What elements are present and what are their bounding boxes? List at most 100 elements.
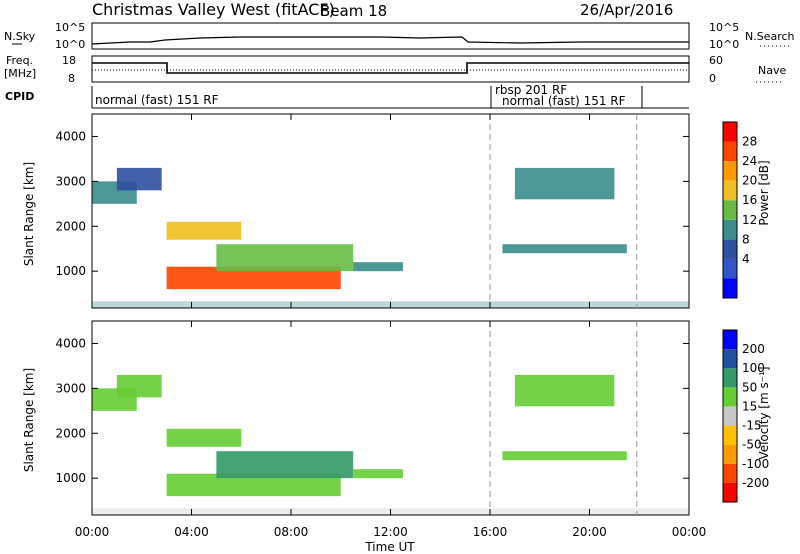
colorbar-segment (723, 141, 737, 162)
colorbar-segment (723, 463, 737, 483)
nsky-panel: N.Sky 10^5 10^0 10^5 10^0 N.Search (4, 21, 795, 51)
velocity-echo-region (166, 473, 341, 497)
nsky-left-label: N.Sky (4, 30, 36, 43)
velocity-colorbar-title: Velocity [m s⁻¹] (757, 366, 771, 459)
velocity-echo-region (216, 451, 354, 479)
cpid-entry-3: normal (fast) 151 RF (502, 94, 626, 108)
velocity-y-tick-label: 3000 (55, 381, 86, 395)
power-echo-region (166, 221, 242, 240)
colorbar-tick-label: 28 (742, 135, 757, 149)
colorbar-tick-label: 24 (742, 154, 757, 168)
power-echo-region (502, 244, 627, 254)
power-y-tick-label: 4000 (55, 129, 86, 143)
power-echo-region (166, 266, 341, 290)
colorbar-segment (723, 180, 737, 201)
nsky-right-tick-top: 10^5 (709, 21, 739, 34)
velocity-echo-region (166, 428, 242, 447)
power-colorbar-title: Power [dB] (757, 160, 771, 225)
colorbar-tick-label: 8 (742, 232, 750, 246)
cpid-entry-2: rbsp 201 RF (495, 83, 567, 97)
velocity-axes: 1000 2000 3000 4000 (55, 321, 690, 515)
x-tick-label: 00:00 (672, 525, 707, 539)
x-tick-label: 08:00 (274, 525, 309, 539)
power-echo-region (116, 167, 162, 191)
x-tick-label: 00:00 (75, 525, 110, 539)
colorbar-tick-label: -200 (742, 476, 769, 490)
velocity-colorbar: -200 -100 -50 -15 15 50 100 200 (722, 329, 769, 503)
colorbar-tick-label: -100 (742, 457, 769, 471)
cpid-entry-1: normal (fast) 151 RF (95, 93, 219, 107)
nsearch-label: N.Search (745, 30, 795, 43)
colorbar-segment (723, 278, 737, 298)
cpid-label: CPID (5, 90, 34, 103)
x-tick-label: 04:00 (174, 525, 209, 539)
colorbar-segment (723, 387, 737, 407)
velocity-echo-region (116, 374, 162, 398)
velocity-panel: 1000 2000 3000 4000 Slant Range [km] (22, 320, 690, 516)
velocity-ylabel: Slant Range [km] (22, 368, 36, 472)
freq-tick-top: 18 (62, 54, 76, 67)
velocity-echo-region (353, 469, 403, 479)
freq-label-2: [MHz] (4, 67, 36, 80)
colorbar-segment (723, 482, 737, 502)
colorbar-tick-label: -50 (742, 438, 762, 452)
colorbar-tick-label: 200 (742, 342, 765, 356)
velocity-y-tick-label: 1000 (55, 471, 86, 485)
colorbar-segment (723, 425, 737, 445)
freq-tick-bottom: 8 (68, 72, 75, 85)
power-y-tick-label: 3000 (55, 174, 86, 188)
nsky-left-tick-top: 10^5 (55, 21, 85, 34)
freq-panel: Freq. [MHz] 18 8 60 0 Nave (4, 54, 786, 85)
colorbar-segment (723, 330, 737, 350)
x-axis-label: Time UT (364, 540, 415, 554)
x-tick-label: 12:00 (373, 525, 408, 539)
x-tick-labels: 00:00 04:00 08:00 12:00 16:00 20:00 00:00 (75, 525, 707, 539)
colorbar-segment (723, 406, 737, 426)
power-echo-region (216, 244, 354, 272)
power-y-tick-label: 2000 (55, 219, 86, 233)
colorbar-segment (723, 219, 737, 240)
velocity-echo-region (502, 451, 627, 461)
freq-label-1: Freq. (6, 54, 33, 67)
power-echo-region (353, 262, 403, 272)
cpid-panel: CPID normal (fast) 151 RF rbsp 201 RF no… (5, 83, 689, 109)
colorbar-tick-label: 4 (742, 252, 750, 266)
power-y-tick-label: 1000 (55, 264, 86, 278)
power-panel: 1000 2000 3000 4000 Slant Range [km] (22, 113, 690, 309)
nsky-left-tick-bottom: 10^0 (55, 38, 85, 51)
power-echo-region (514, 167, 615, 200)
colorbar-segment (723, 349, 737, 369)
velocity-y-tick-label: 2000 (55, 426, 86, 440)
colorbar-tick-label: 20 (742, 174, 757, 188)
colorbar-tick-label: 50 (742, 380, 757, 394)
colorbar-tick-label: 15 (742, 399, 757, 413)
colorbar-segment (723, 444, 737, 464)
freq-frame (91, 55, 690, 83)
velocity-y-tick-label: 4000 (55, 336, 86, 350)
nave-label: Nave (758, 64, 786, 77)
nave-tick-top: 60 (709, 54, 723, 67)
colorbar-segment (723, 368, 737, 388)
colorbar-segment (723, 161, 737, 181)
colorbar-frame (722, 329, 738, 503)
colorbar-tick-label: -15 (742, 419, 762, 433)
power-colorbar: 4 8 12 16 20 24 28 (722, 121, 757, 299)
x-tick-label: 20:00 (572, 525, 607, 539)
power-ylabel: Slant Range [km] (22, 162, 36, 266)
nsky-trace (91, 36, 689, 45)
colorbar-tick-label: 100 (742, 361, 765, 375)
x-tick-label: 16:00 (473, 525, 508, 539)
nsky-right-tick-bottom: 10^0 (709, 38, 739, 51)
beam-label: Beam 18 (320, 2, 387, 20)
colorbar-segment (723, 239, 737, 259)
colorbar-tick-label: 16 (742, 193, 757, 207)
colorbar-frame (722, 121, 738, 299)
velocity-echo-region (514, 374, 615, 407)
power-axes: 1000 2000 3000 4000 (55, 114, 690, 308)
colorbar-segment (723, 200, 737, 220)
nsky-frame (91, 22, 690, 50)
nave-tick-bottom: 0 (709, 72, 716, 85)
freq-trace (92, 62, 689, 74)
colorbar-segment (723, 258, 737, 279)
figure-title: Christmas Valley West (fitACF) (92, 0, 335, 19)
